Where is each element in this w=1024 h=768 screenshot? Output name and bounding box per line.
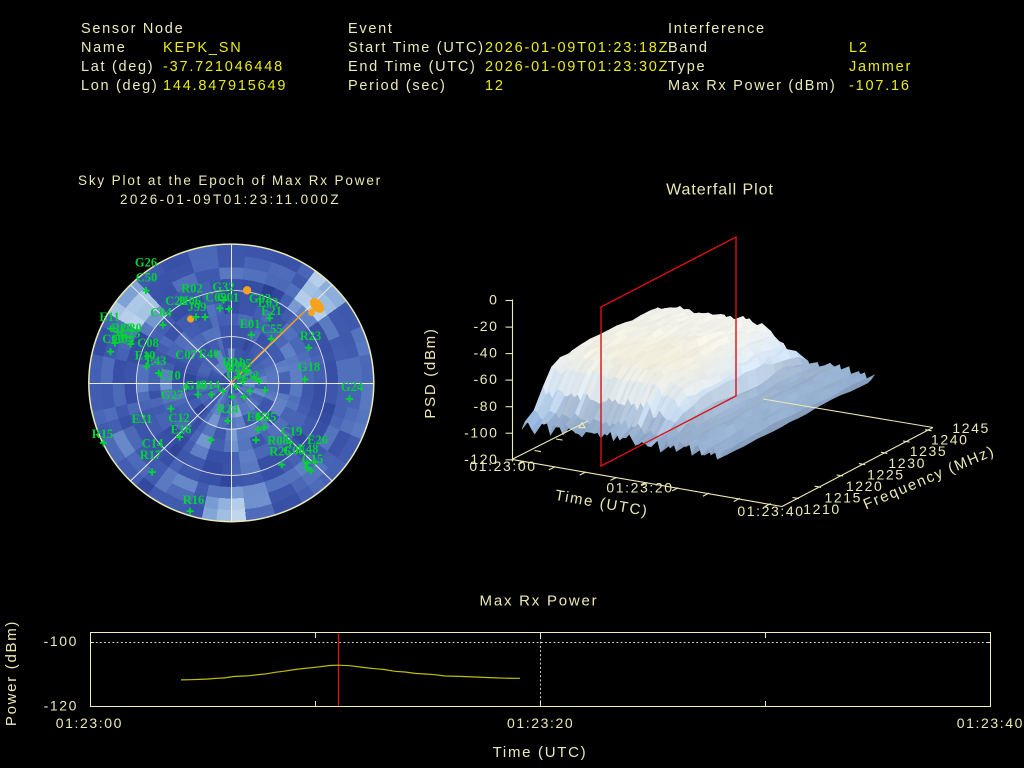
svg-text:-100: -100 [464, 424, 498, 440]
svg-text:E26: E26 [307, 433, 328, 447]
svg-text:G18: G18 [298, 360, 320, 374]
svg-text:2026-01-09T01:23:18Z: 2026-01-09T01:23:18Z [485, 40, 669, 56]
svg-text:Name: Name [81, 40, 126, 56]
svg-text:E21: E21 [261, 304, 282, 318]
svg-text:KEPK_SN: KEPK_SN [163, 40, 243, 56]
svg-text:Max Rx Power (dBm): Max Rx Power (dBm) [668, 78, 836, 94]
svg-text:R17: R17 [140, 448, 162, 462]
svg-text:-37.721046448: -37.721046448 [163, 59, 284, 75]
svg-text:Interference: Interference [668, 21, 766, 37]
svg-text:-120: -120 [464, 451, 498, 467]
svg-text:C10: C10 [159, 369, 181, 383]
svg-text:R08: R08 [267, 434, 289, 448]
svg-text:-20: -20 [473, 318, 498, 334]
svg-text:-120: -120 [44, 697, 78, 713]
svg-text:J99: J99 [188, 300, 207, 314]
svg-text:G10: G10 [185, 379, 207, 393]
svg-text:1220: 1220 [846, 478, 884, 494]
svg-text:E01: E01 [240, 317, 261, 331]
svg-text:R01: R01 [222, 355, 244, 369]
svg-text:Start Time (UTC): Start Time (UTC) [348, 40, 485, 56]
svg-text:Band: Band [668, 40, 709, 56]
svg-text:E05: E05 [247, 410, 268, 424]
svg-text:E40: E40 [199, 347, 220, 361]
svg-text:G24: G24 [341, 380, 364, 394]
svg-text:G02: G02 [249, 292, 271, 306]
svg-text:C30: C30 [120, 321, 142, 335]
svg-text:C14: C14 [142, 437, 164, 451]
svg-text:R02: R02 [181, 282, 203, 296]
svg-text:-60: -60 [473, 371, 498, 387]
svg-text:C09: C09 [205, 291, 227, 305]
svg-text:C50: C50 [136, 271, 158, 285]
svg-text:C19: C19 [281, 425, 303, 439]
svg-text:01:23:20: 01:23:20 [507, 715, 574, 731]
svg-text:2026-01-09T01:23:30Z: 2026-01-09T01:23:30Z [485, 59, 669, 75]
svg-text:1230: 1230 [888, 455, 926, 471]
svg-text:Lon (deg): Lon (deg) [81, 78, 158, 94]
svg-text:1240: 1240 [931, 432, 969, 448]
svg-text:R23: R23 [300, 329, 322, 343]
svg-text:G14: G14 [198, 378, 221, 392]
svg-text:End Time (UTC): End Time (UTC) [348, 59, 477, 75]
svg-text:Waterfall Plot: Waterfall Plot [666, 182, 774, 199]
svg-text:1235: 1235 [910, 443, 948, 459]
svg-text:R16: R16 [183, 493, 205, 507]
svg-text:Period (sec): Period (sec) [348, 78, 447, 94]
svg-text:-100: -100 [44, 633, 78, 649]
svg-text:Sky Plot at the Epoch of Max R: Sky Plot at the Epoch of Max Rx Power [78, 173, 382, 188]
svg-text:1225: 1225 [867, 466, 905, 482]
svg-text:-80: -80 [473, 398, 498, 414]
svg-text:01:23:20: 01:23:20 [606, 480, 673, 496]
svg-text:01:23:40: 01:23:40 [957, 715, 1024, 731]
svg-text:C05: C05 [283, 444, 305, 458]
svg-text:Type: Type [668, 59, 706, 75]
svg-text:C08: C08 [137, 336, 159, 350]
svg-text:1245: 1245 [952, 420, 990, 436]
svg-text:C07: C07 [175, 348, 197, 362]
svg-text:1210: 1210 [803, 501, 841, 517]
svg-text:C12: C12 [168, 411, 190, 425]
svg-text:C21: C21 [165, 294, 187, 308]
svg-text:12: 12 [485, 78, 505, 94]
svg-text:PSD (dBm): PSD (dBm) [422, 327, 439, 418]
svg-text:1215: 1215 [825, 489, 863, 505]
svg-text:R24: R24 [217, 402, 239, 416]
svg-text:Jammer: Jammer [849, 59, 912, 75]
svg-text:E35: E35 [256, 410, 277, 424]
svg-text:G26: G26 [135, 256, 157, 270]
svg-text:Lat (deg): Lat (deg) [81, 59, 154, 75]
svg-text:2026-01-09T01:23:11.000Z: 2026-01-09T01:23:11.000Z [120, 192, 341, 207]
svg-text:E03: E03 [258, 296, 279, 310]
svg-text:0: 0 [489, 292, 498, 308]
svg-text:E11: E11 [99, 310, 119, 324]
svg-text:R15: R15 [92, 427, 114, 441]
svg-text:Sensor Node: Sensor Node [81, 21, 184, 37]
svg-text:Max Rx Power: Max Rx Power [480, 593, 599, 610]
svg-text:144.847915649: 144.847915649 [163, 78, 287, 94]
svg-text:G01: G01 [217, 291, 239, 305]
svg-text:E31: E31 [132, 412, 153, 426]
svg-text:R26: R26 [269, 445, 291, 459]
svg-text:01:23:00: 01:23:00 [56, 715, 123, 731]
svg-text:-40: -40 [473, 345, 498, 361]
svg-text:Time (UTC): Time (UTC) [493, 744, 588, 761]
svg-text:E43: E43 [146, 354, 167, 368]
svg-text:G32: G32 [212, 280, 234, 294]
svg-text:Event: Event [348, 21, 394, 37]
svg-text:-107.16: -107.16 [849, 78, 911, 94]
svg-text:L2: L2 [849, 40, 869, 56]
svg-text:E48: E48 [298, 442, 319, 456]
svg-text:C55: C55 [261, 322, 283, 336]
svg-text:01:23:00: 01:23:00 [469, 458, 536, 474]
svg-text:Power (dBm): Power (dBm) [3, 620, 20, 726]
svg-text:C04: C04 [150, 306, 172, 320]
svg-text:01:23:40: 01:23:40 [737, 503, 804, 519]
svg-text:H06: H06 [179, 294, 201, 308]
svg-text:E16: E16 [171, 423, 192, 437]
svg-text:G27: G27 [161, 388, 183, 402]
